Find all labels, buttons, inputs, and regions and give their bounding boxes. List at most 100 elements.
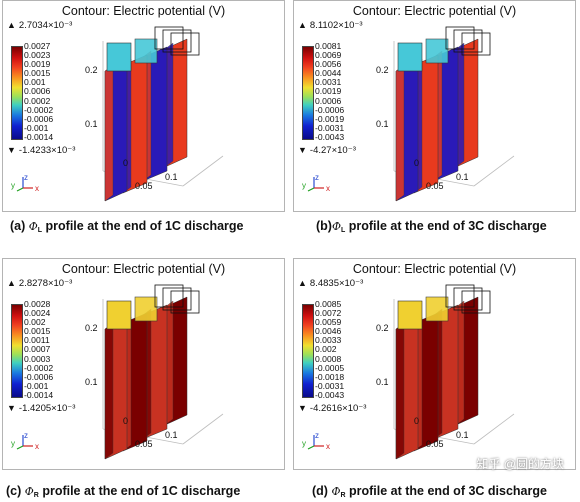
colorbar-tick: -0.0006 — [315, 104, 345, 115]
tab-wireframe — [453, 29, 483, 53]
min-value-label: ▼ -1.4233×10⁻³ — [7, 145, 75, 156]
colorbar-tick: 0.0059 — [315, 317, 342, 328]
colorbar-tick: 0.0006 — [24, 86, 51, 97]
colorbar-tick: 0.0046 — [315, 326, 342, 337]
x-tick-label: 0 — [123, 158, 128, 168]
axis-letter-x: x — [326, 442, 330, 451]
down-triangle-icon: ▼ — [298, 403, 307, 413]
max-value: 2.8278×10⁻³ — [18, 278, 73, 289]
max-value: 8.4835×10⁻³ — [309, 278, 364, 289]
current-collector-tab — [134, 296, 158, 322]
tab-wireframe — [162, 29, 192, 53]
colorbar-tick: 0.0072 — [315, 308, 342, 319]
tab-wireframe — [453, 287, 483, 311]
battery-geometry-plot: 0.2 0.1 0 0.05 0.1 — [376, 26, 515, 202]
min-value: -4.27×10⁻³ — [309, 145, 356, 156]
colorbar-tick: 0.0015 — [24, 326, 51, 337]
colorbar-tick: 0.0044 — [315, 68, 342, 79]
colorbar-tick: 0.0027 — [24, 41, 51, 51]
colorbar-tick: 0.0015 — [24, 68, 51, 79]
colorbar-tick: 0.0008 — [315, 353, 342, 364]
colorbar-tick: 0.002 — [24, 317, 46, 328]
min-value: -4.2616×10⁻³ — [309, 403, 367, 414]
caption-text: profile at the end of 1C discharge — [38, 484, 241, 498]
current-collector-tab — [106, 300, 132, 330]
max-value: 2.7034×10⁻³ — [18, 20, 73, 31]
colorbar-tick: 0.0019 — [24, 59, 51, 70]
colorbar-tick: -0.0043 — [315, 389, 345, 400]
colorbar-tick: -0.0006 — [24, 113, 54, 124]
axis-triad-icon: y z x — [302, 432, 330, 451]
caption-subscript: L — [341, 227, 346, 234]
caption-subscript: L — [37, 227, 43, 234]
x-tick-label: 0 — [123, 416, 128, 426]
axis-letter-z: z — [315, 432, 319, 440]
colorbar-tick: 0.0081 — [315, 41, 342, 51]
tab-wireframe — [170, 32, 200, 56]
colorbar-tick: 0.0024 — [24, 308, 51, 319]
panel-title: Contour: Electric potential (V) — [61, 262, 226, 276]
tab-wireframe — [170, 290, 200, 314]
caption-prefix: (d) — [312, 484, 332, 498]
battery-geometry-plot: 0.2 0.1 0 0.05 0.1 — [85, 284, 224, 460]
colorbar-tick: 0.0007 — [24, 344, 51, 355]
colorbar-tick: 0.0002 — [24, 95, 51, 106]
panel-title: Contour: Electric potential (V) — [352, 262, 517, 276]
axis-triad-icon: y z x — [302, 174, 330, 193]
colorbar-tick: -0.0002 — [24, 104, 54, 115]
colorbar-tick: -0.0031 — [315, 380, 345, 391]
x-tick-label: 0.1 — [456, 430, 469, 440]
up-triangle-icon: ▲ — [298, 278, 307, 288]
down-triangle-icon: ▼ — [7, 403, 16, 413]
battery-geometry-plot: 0.2 0.1 0 0.05 0.1 — [376, 284, 515, 460]
panel-title: Contour: Electric potential (V) — [352, 4, 517, 18]
colorbar-tick: -0.001 — [24, 380, 49, 391]
colorbar-tick: -0.0005 — [315, 362, 345, 373]
panel-title: Contour: Electric potential (V) — [61, 4, 226, 18]
x-tick-label: 0.05 — [135, 439, 153, 449]
colorbar-tick: -0.0002 — [24, 362, 54, 373]
plate-edge — [104, 64, 114, 202]
caption-text: profile at the end of 3C discharge — [345, 484, 547, 498]
tab-wireframe — [461, 290, 491, 314]
colorbar-tick: 0.0019 — [315, 86, 342, 97]
current-collector-tab — [397, 42, 423, 72]
axis-triad-icon: y z x — [11, 432, 39, 451]
current-collector-tab — [425, 296, 449, 322]
z-tick-label: 0.2 — [376, 323, 389, 333]
x-tick-label: 0.05 — [135, 181, 153, 191]
colorbar-ticks: 0.0027 0.0023 0.0019 0.0015 0.001 0.0006… — [24, 41, 74, 142]
tab-wireframe — [154, 26, 184, 50]
max-value-label: ▲ 8.4835×10⁻³ — [298, 278, 363, 289]
colorbar-tick: 0.0056 — [315, 59, 342, 70]
colorbar-tick: -0.0018 — [315, 371, 345, 382]
figure-panel-c: Contour: Electric potential (V) ▲ 2.8278×… — [2, 258, 285, 470]
current-collector-tab — [425, 38, 449, 64]
colorbar-tick: -0.001 — [24, 122, 49, 133]
tab-wireframe — [162, 287, 192, 311]
tab-wireframe — [445, 26, 475, 50]
colorbar-tick: 0.0023 — [24, 50, 51, 61]
axis-letter-x: x — [35, 184, 39, 193]
axis-letter-z: z — [24, 432, 28, 440]
caption-d: (d) ΦR profile at the end of 3C discharg… — [312, 484, 547, 499]
z-tick-label: 0.1 — [376, 377, 389, 387]
min-value-label: ▼ -4.2616×10⁻³ — [298, 403, 366, 414]
x-tick-label: 0.1 — [165, 172, 178, 182]
axis-letter-z: z — [24, 174, 28, 182]
battery-geometry-plot: 0.2 0.1 0 0.05 0.1 — [85, 26, 224, 202]
colorbar — [11, 304, 23, 398]
max-value-label: ▲ 8.1102×10⁻³ — [298, 20, 363, 31]
x-axis-line — [182, 413, 224, 445]
colorbar-tick: -0.0014 — [24, 131, 54, 142]
colorbar-tick: 0.0006 — [315, 95, 342, 106]
z-tick-label: 0.2 — [376, 65, 389, 75]
plate-edge — [395, 322, 405, 460]
caption-prefix: (c) — [6, 484, 25, 498]
colorbar-tick: 0.0028 — [24, 299, 51, 309]
tab-wireframe — [154, 284, 184, 308]
x-tick-label: 0 — [414, 416, 419, 426]
figure-panel-b: Contour: Electric potential (V) ▲ 8.1102×… — [293, 0, 576, 212]
axis-letter-y: y — [11, 181, 15, 190]
colorbar-tick: 0.0033 — [315, 335, 342, 346]
